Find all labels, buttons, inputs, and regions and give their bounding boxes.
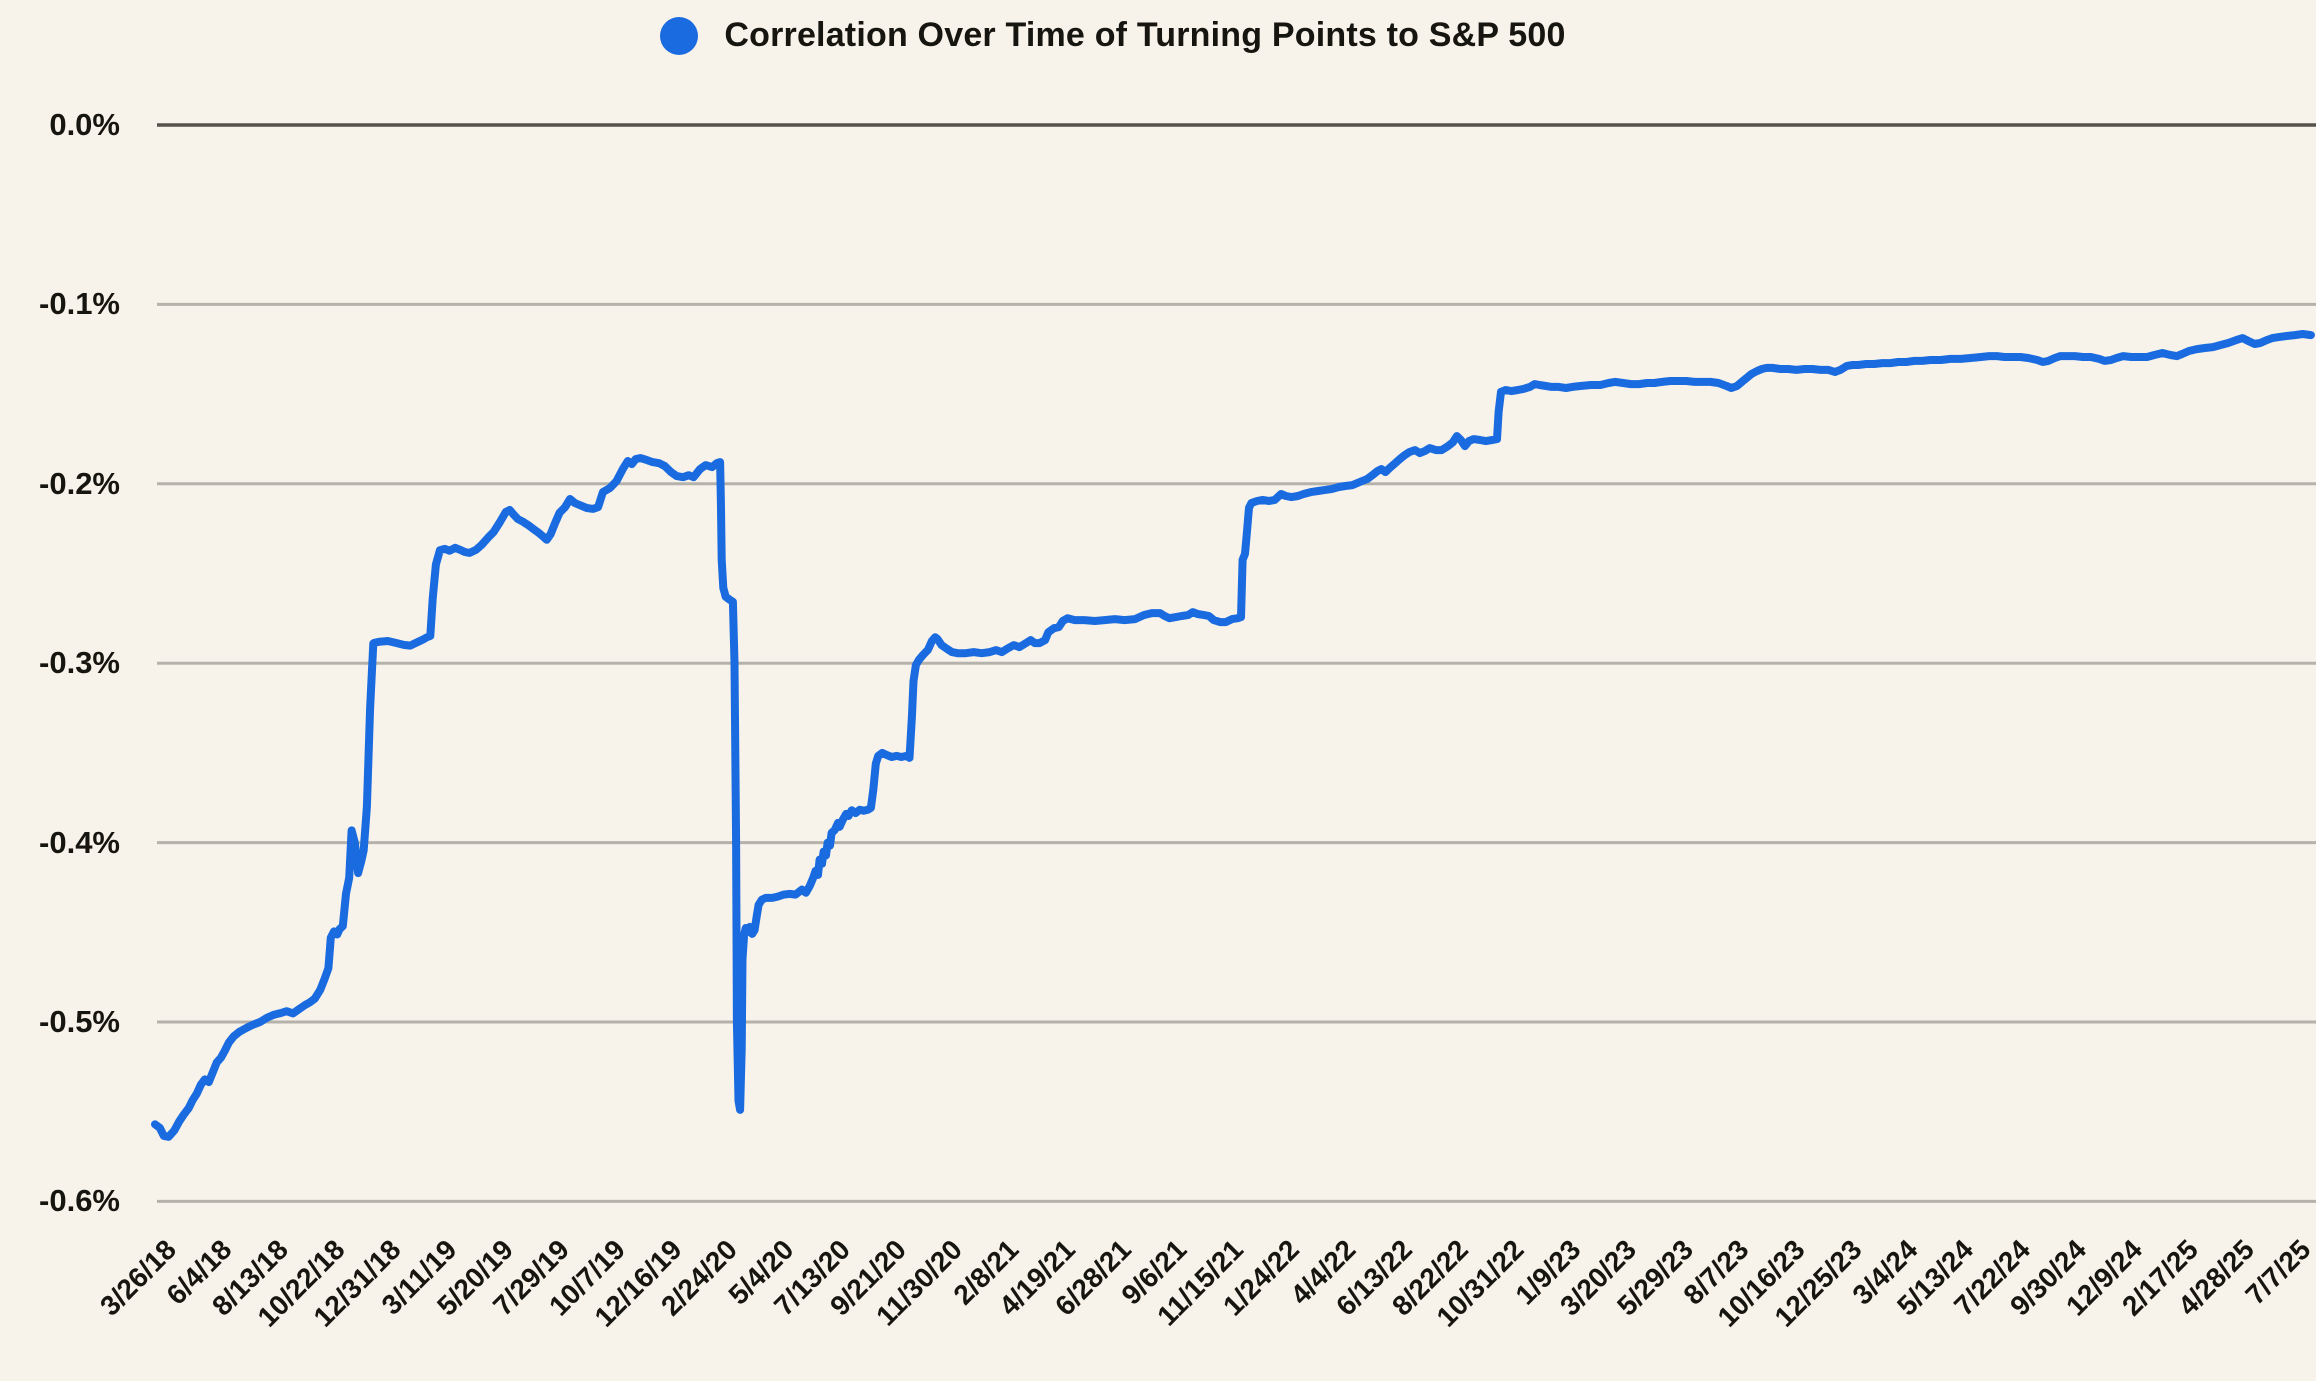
legend-marker-dot bbox=[660, 16, 699, 55]
y-tick-label: -0.1% bbox=[39, 286, 120, 322]
gridlines bbox=[157, 123, 2316, 1203]
y-tick-label: -0.2% bbox=[39, 465, 120, 501]
y-tick-label: -0.5% bbox=[39, 1004, 120, 1039]
correlation-line-series bbox=[151, 330, 2315, 1141]
y-tick-label: -0.3% bbox=[39, 645, 120, 681]
chart-title: Correlation Over Time of Turning Points … bbox=[724, 16, 1566, 54]
y-tick-label: -0.4% bbox=[39, 824, 120, 860]
chart-legend: Correlation Over Time of Turning Points … bbox=[0, 16, 2316, 55]
y-tick-label: 0.0% bbox=[49, 107, 120, 142]
y-tick-label: -0.6% bbox=[39, 1183, 120, 1219]
